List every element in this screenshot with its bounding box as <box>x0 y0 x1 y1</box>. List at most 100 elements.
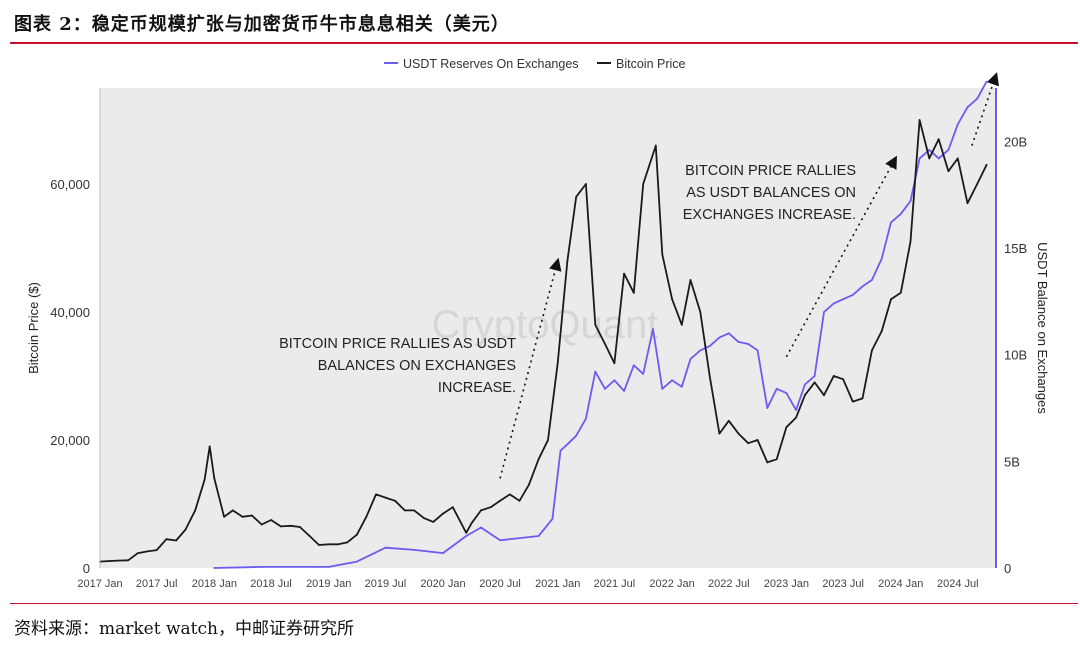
data-point-usdt <box>413 549 416 551</box>
data-point-bitcoin <box>442 512 444 515</box>
data-point-bitcoin <box>947 170 950 173</box>
data-point-usdt <box>585 417 587 420</box>
data-point-bitcoin <box>279 525 282 528</box>
x-tick-label: 2021 Jan <box>535 578 580 590</box>
data-point-usdt <box>566 443 569 446</box>
data-point-usdt <box>795 409 797 411</box>
source-rule <box>10 603 1078 604</box>
data-point-usdt <box>518 537 521 539</box>
data-point-bitcoin <box>556 362 559 365</box>
data-point-bitcoin <box>937 138 940 141</box>
annotation-text: BALANCES ON EXCHANGES <box>318 358 516 374</box>
data-point-bitcoin <box>928 157 931 160</box>
data-point-usdt <box>318 566 320 568</box>
data-point-bitcoin <box>832 375 835 377</box>
data-point-usdt <box>861 285 864 288</box>
data-point-bitcoin <box>654 144 657 147</box>
x-tick-label: 2024 Jul <box>937 578 979 590</box>
data-point-usdt <box>213 567 216 569</box>
data-point-bitcoin <box>756 439 759 441</box>
annotation-text: BITCOIN PRICE RALLIES <box>685 163 856 179</box>
data-point-bitcoin <box>155 549 158 551</box>
data-point-usdt <box>880 257 883 260</box>
data-point-usdt <box>737 341 740 343</box>
data-point-usdt <box>652 328 654 330</box>
data-point-bitcoin <box>499 499 501 502</box>
data-point-bitcoin <box>394 499 396 502</box>
data-point-bitcoin <box>956 157 959 160</box>
data-point-bitcoin <box>117 559 120 562</box>
data-point-usdt <box>947 149 950 151</box>
data-point-bitcoin <box>146 550 149 553</box>
data-point-bitcoin <box>223 515 226 518</box>
annotation-text: AS USDT BALANCES ON <box>686 185 856 201</box>
data-point-usdt <box>632 364 635 367</box>
data-point-bitcoin <box>623 272 625 275</box>
y-left-label: Bitcoin Price ($) <box>26 282 41 374</box>
data-point-bitcoin <box>318 544 320 546</box>
data-point-bitcoin <box>851 400 854 403</box>
data-point-usdt <box>813 375 816 377</box>
data-point-bitcoin <box>270 519 272 521</box>
data-point-usdt <box>985 80 988 83</box>
data-point-bitcoin <box>575 195 578 198</box>
data-point-bitcoin <box>108 560 111 562</box>
data-point-usdt <box>699 349 702 352</box>
data-point-bitcoin <box>346 541 349 544</box>
x-tick-label: 2019 Jul <box>365 578 407 590</box>
data-point-usdt <box>766 407 769 409</box>
data-point-bitcoin <box>251 514 253 517</box>
data-point-usdt <box>594 370 597 373</box>
data-point-bitcoin <box>976 183 979 185</box>
data-point-usdt <box>260 566 263 568</box>
x-tick-label: 2021 Jul <box>594 578 636 590</box>
data-point-bitcoin <box>547 439 549 441</box>
data-point-bitcoin <box>260 523 263 526</box>
annotation-text: EXCHANGES INCREASE. <box>683 207 856 223</box>
data-point-bitcoin <box>966 202 969 205</box>
data-point-usdt <box>671 379 673 382</box>
data-point-bitcoin <box>451 506 454 509</box>
data-point-bitcoin <box>985 163 988 166</box>
y-right-tick-label: 20B <box>1004 134 1027 149</box>
data-point-bitcoin <box>175 539 178 542</box>
data-point-bitcoin <box>127 559 130 562</box>
data-point-bitcoin <box>423 517 425 519</box>
data-point-bitcoin <box>661 253 664 256</box>
y-right-tick-label: 15B <box>1004 241 1027 256</box>
legend-label-bitcoin: Bitcoin Price <box>616 57 686 71</box>
data-point-bitcoin <box>708 375 711 377</box>
data-point-bitcoin <box>775 458 778 461</box>
data-point-bitcoin <box>699 311 702 313</box>
data-point-usdt <box>804 383 806 386</box>
data-point-bitcoin <box>823 394 825 397</box>
data-point-usdt <box>747 343 750 345</box>
x-tick-label: 2017 Jul <box>136 578 178 590</box>
data-point-usdt <box>327 566 330 568</box>
x-tick-label: 2022 Jul <box>708 578 750 590</box>
data-point-bitcoin <box>213 477 216 480</box>
y-left-tick-label: 20,000 <box>50 433 90 448</box>
data-point-bitcoin <box>337 543 340 546</box>
legend-label-usdt: USDT Reserves On Exchanges <box>403 57 579 71</box>
x-tick-label: 2024 Jan <box>878 578 923 590</box>
data-point-usdt <box>356 560 358 563</box>
data-point-usdt <box>559 449 562 452</box>
data-point-bitcoin <box>384 496 387 499</box>
data-point-bitcoin <box>718 432 721 435</box>
annotation-text: BITCOIN PRICE RALLIES AS USDT <box>279 336 516 352</box>
legend: USDT Reserves On Exchanges Bitcoin Price <box>384 57 686 71</box>
data-point-bitcoin <box>795 416 797 419</box>
data-point-usdt <box>928 149 931 151</box>
data-point-bitcoin <box>528 483 530 486</box>
data-point-usdt <box>442 552 444 554</box>
data-point-usdt <box>966 106 969 109</box>
data-point-usdt <box>604 387 606 390</box>
data-point-usdt <box>890 221 892 224</box>
x-tick-label: 2017 Jan <box>77 578 122 590</box>
data-point-bitcoin <box>308 535 311 537</box>
data-point-bitcoin <box>432 521 435 523</box>
data-point-usdt <box>727 332 730 335</box>
data-point-bitcoin <box>508 493 511 496</box>
data-point-usdt <box>642 373 645 375</box>
